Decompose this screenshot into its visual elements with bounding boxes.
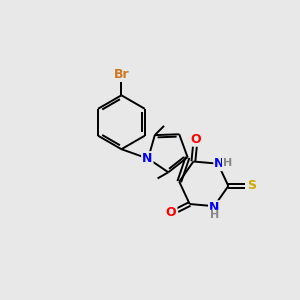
Text: H: H xyxy=(223,158,232,168)
Text: N: N xyxy=(214,157,225,170)
Text: Br: Br xyxy=(114,68,129,81)
Text: O: O xyxy=(190,133,201,146)
Text: H: H xyxy=(210,210,219,220)
Text: N: N xyxy=(209,201,219,214)
Text: S: S xyxy=(247,179,256,193)
Text: O: O xyxy=(166,206,176,219)
Text: N: N xyxy=(142,152,152,165)
